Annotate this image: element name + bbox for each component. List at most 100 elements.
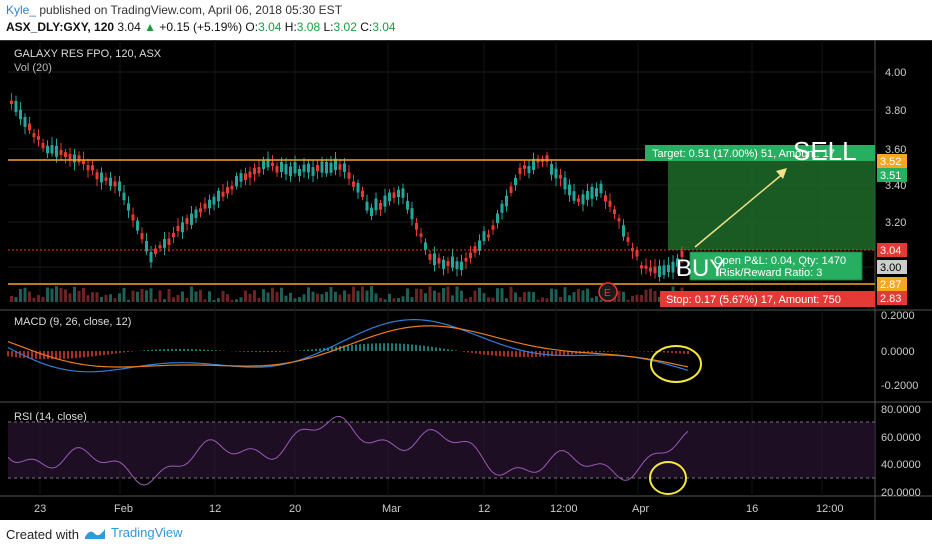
candle-body bbox=[361, 190, 364, 197]
risk-reward-label: Risk/Reward Ratio: 3 bbox=[719, 267, 822, 279]
trend-arrow[interactable] bbox=[694, 171, 786, 248]
rsi-line bbox=[7, 415, 689, 486]
price-tag-label: 2.87 bbox=[880, 279, 901, 291]
target-label-box[interactable] bbox=[645, 145, 875, 161]
rsi-label: RSI (14, close) bbox=[14, 411, 87, 423]
volume-bar bbox=[235, 299, 238, 302]
volume-bar bbox=[622, 291, 625, 302]
price-tick-label: 3.60 bbox=[885, 144, 906, 156]
volume-bar bbox=[230, 299, 234, 302]
volume-bar bbox=[374, 293, 378, 302]
volume-bar bbox=[217, 298, 220, 302]
publish-info: Kyle_ published on TradingView.com, Apri… bbox=[6, 3, 342, 17]
volume-bar bbox=[19, 288, 22, 302]
candle-body bbox=[293, 161, 297, 174]
tradingview-link[interactable]: TradingView bbox=[84, 525, 183, 540]
candle-body bbox=[127, 203, 130, 211]
close-label: C: bbox=[360, 20, 373, 34]
candle-body bbox=[473, 246, 477, 253]
volume-bar bbox=[527, 291, 531, 302]
volume-bar bbox=[293, 298, 297, 302]
candle-body bbox=[86, 165, 90, 171]
candle-body bbox=[622, 225, 625, 237]
target-zone[interactable] bbox=[668, 158, 875, 250]
price-tag-label: 3.52 bbox=[880, 156, 901, 168]
volume-bar bbox=[514, 292, 517, 302]
volume-bar bbox=[397, 297, 400, 302]
candle-body bbox=[532, 158, 535, 171]
volume-bar bbox=[419, 288, 423, 302]
candle-body bbox=[491, 225, 495, 230]
volume-bar bbox=[370, 286, 373, 302]
volume-bar bbox=[325, 291, 328, 302]
volume-bar bbox=[113, 298, 117, 302]
high-label: H: bbox=[284, 20, 297, 34]
candle-body bbox=[118, 181, 121, 192]
published-text: published on TradingView.com, April 06, … bbox=[39, 3, 343, 17]
rsi-tick-label: 60.0000 bbox=[881, 432, 921, 444]
candle-body bbox=[428, 253, 432, 260]
macd-line bbox=[7, 319, 689, 373]
volume-bar bbox=[541, 297, 544, 302]
volume-bar bbox=[482, 293, 486, 302]
volume-bar bbox=[59, 287, 63, 302]
created-with-text: Created with bbox=[6, 527, 79, 542]
volume-bar bbox=[554, 289, 558, 302]
volume-bar bbox=[208, 291, 211, 302]
candle-body bbox=[527, 166, 531, 174]
candle-body bbox=[194, 209, 198, 219]
volume-bar bbox=[518, 296, 522, 302]
price-tag-label: 3.04 bbox=[880, 245, 901, 257]
volume-bar bbox=[163, 299, 166, 302]
candle-body bbox=[617, 218, 621, 222]
candle-body bbox=[131, 214, 135, 221]
time-axis[interactable]: 23 Feb 12 20 Mar 12 12:00 Apr 16 12:00 bbox=[34, 503, 844, 515]
candle-body bbox=[586, 191, 589, 200]
candle-body bbox=[631, 247, 634, 252]
earnings-marker-icon[interactable] bbox=[598, 282, 618, 302]
buy-annotation: BUY bbox=[676, 255, 725, 282]
candle-body bbox=[280, 161, 283, 173]
time-tick-label: 16 bbox=[746, 503, 758, 515]
candle-body bbox=[347, 172, 351, 179]
candle-body bbox=[653, 266, 657, 274]
candle-body bbox=[424, 242, 427, 250]
volume-bar bbox=[275, 291, 279, 302]
volume-bar bbox=[568, 295, 571, 302]
author-link[interactable]: Kyle_ bbox=[6, 3, 37, 17]
volume-bar bbox=[55, 286, 58, 302]
candle-body bbox=[451, 256, 454, 268]
candle-body bbox=[572, 191, 576, 201]
volume-bar bbox=[262, 289, 265, 302]
sell-annotation: SELL bbox=[793, 136, 857, 166]
candle-body bbox=[37, 136, 40, 140]
volume-bar bbox=[469, 297, 472, 302]
volume-bar bbox=[509, 286, 513, 302]
candle-body bbox=[374, 198, 378, 211]
volume-bar bbox=[50, 288, 54, 302]
high-value: 3.08 bbox=[296, 20, 321, 34]
chart-canvas[interactable]: Target: 0.51 (17.00%) 51, Amount: 17 SEL… bbox=[0, 40, 932, 520]
volume-bar bbox=[649, 288, 652, 302]
stop-label-box[interactable] bbox=[660, 291, 875, 307]
open-value: 3.04 bbox=[258, 20, 282, 34]
time-tick-label: Apr bbox=[632, 503, 649, 515]
price-tick-label: 3.80 bbox=[885, 105, 906, 117]
price-tag-box bbox=[877, 277, 907, 291]
candle-body bbox=[199, 208, 202, 213]
candle-body bbox=[595, 188, 598, 197]
volume-bar bbox=[167, 288, 171, 302]
candle-body bbox=[298, 168, 301, 177]
candle-body bbox=[257, 167, 261, 174]
volume-bar bbox=[82, 287, 85, 302]
position-info-box[interactable] bbox=[689, 251, 863, 281]
candle-body bbox=[136, 220, 139, 231]
candle-body bbox=[370, 207, 373, 217]
chart-area[interactable]: Target: 0.51 (17.00%) 51, Amount: 17 SEL… bbox=[0, 40, 932, 520]
volume-bar bbox=[212, 299, 216, 302]
price-tag-box bbox=[877, 260, 907, 274]
volume-bar bbox=[415, 288, 418, 302]
candle-body bbox=[455, 261, 459, 269]
candle-body bbox=[140, 233, 144, 240]
time-tick-label: 12 bbox=[209, 503, 221, 515]
